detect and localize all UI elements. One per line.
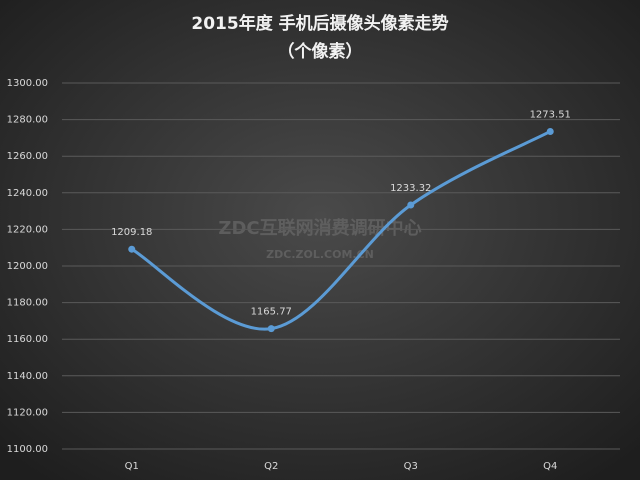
x-tick-label: Q1 (125, 461, 139, 472)
y-tick-label: 1200.00 (7, 261, 48, 272)
point (546, 127, 554, 135)
y-tick-label: 1120.00 (7, 407, 48, 418)
data-label: 1233.32 (390, 183, 431, 194)
x-tick-label: Q4 (543, 461, 557, 472)
data-label: 1165.77 (251, 307, 292, 318)
y-tick-label: 1160.00 (7, 334, 48, 345)
x-tick-label: Q2 (264, 461, 278, 472)
y-tick-label: 1260.00 (7, 151, 48, 162)
y-tick-label: 1220.00 (7, 224, 48, 235)
watermark: ZDC互联网消费调研中心 (218, 217, 421, 239)
y-tick-label: 1140.00 (7, 371, 48, 382)
data-label: 1209.18 (111, 227, 152, 238)
watermark-url: ZDC.ZOL.COM.CN (266, 248, 374, 261)
x-tick-label: Q3 (404, 461, 418, 472)
y-tick-label: 1280.00 (7, 115, 48, 126)
data-label: 1273.51 (530, 109, 571, 120)
y-tick-label: 1100.00 (7, 444, 48, 455)
chart-subtitle: （个像素） (278, 41, 363, 62)
chart-title: 2015年度 手机后摄像头像素走势 (191, 13, 448, 34)
y-tick-label: 1180.00 (7, 298, 48, 309)
point (267, 325, 275, 333)
y-tick-label: 1240.00 (7, 188, 48, 199)
point (128, 245, 136, 253)
point (407, 201, 415, 209)
y-tick-label: 1300.00 (7, 78, 48, 89)
line (130, 129, 552, 331)
